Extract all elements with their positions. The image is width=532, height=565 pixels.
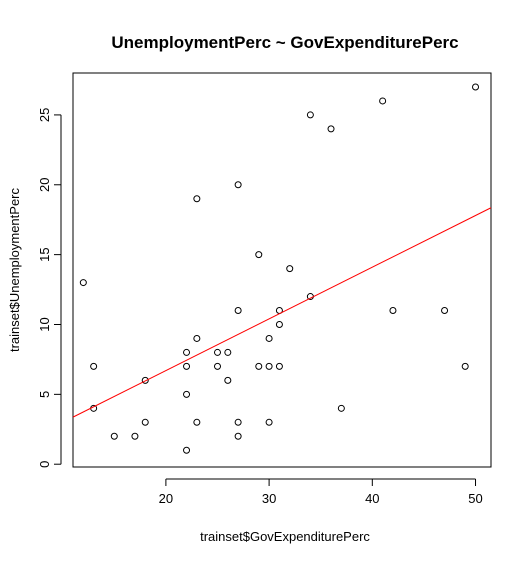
data-point (184, 391, 190, 397)
data-point (473, 84, 479, 90)
y-tick-label: 15 (37, 247, 52, 261)
data-point (194, 196, 200, 202)
data-point (266, 419, 272, 425)
data-point (184, 447, 190, 453)
data-point (266, 363, 272, 369)
y-axis: 0 5 10 15 20 25 (37, 108, 61, 468)
data-point (194, 335, 200, 341)
data-point (307, 112, 313, 118)
data-point (442, 308, 448, 314)
x-tick-label: 50 (468, 491, 482, 506)
data-points (80, 84, 478, 453)
data-point (266, 335, 272, 341)
x-tick-label: 20 (159, 491, 173, 506)
data-point (214, 349, 220, 355)
data-point (235, 308, 241, 314)
y-tick-label: 5 (37, 391, 52, 398)
data-point (390, 308, 396, 314)
data-point (214, 363, 220, 369)
data-point (225, 349, 231, 355)
data-point (338, 405, 344, 411)
data-point (132, 433, 138, 439)
data-point (256, 252, 262, 258)
y-tick-label: 20 (37, 178, 52, 192)
y-axis-label: trainset$UnemploymentPerc (7, 187, 22, 352)
data-point (142, 419, 148, 425)
data-point (111, 433, 117, 439)
y-tick-label: 0 (37, 461, 52, 468)
data-point (80, 280, 86, 286)
data-point (225, 377, 231, 383)
y-tick-label: 10 (37, 317, 52, 331)
data-point (235, 419, 241, 425)
data-point (462, 363, 468, 369)
data-point (256, 363, 262, 369)
data-point (184, 363, 190, 369)
y-tick-label: 25 (37, 108, 52, 122)
data-point (184, 349, 190, 355)
data-point (235, 182, 241, 188)
data-point (287, 266, 293, 272)
data-point (328, 126, 334, 132)
data-point (276, 363, 282, 369)
x-axis: 20 30 40 50 (159, 479, 483, 506)
data-point (235, 433, 241, 439)
x-axis-label: trainset$GovExpenditurePerc (200, 529, 370, 544)
x-tick-label: 30 (262, 491, 276, 506)
data-point (276, 321, 282, 327)
regression-line (73, 208, 491, 417)
plot-area-frame (73, 73, 491, 467)
data-point (91, 363, 97, 369)
chart-title: UnemploymentPerc ~ GovExpenditurePerc (111, 33, 458, 52)
data-point (380, 98, 386, 104)
data-point (194, 419, 200, 425)
x-tick-label: 40 (365, 491, 379, 506)
